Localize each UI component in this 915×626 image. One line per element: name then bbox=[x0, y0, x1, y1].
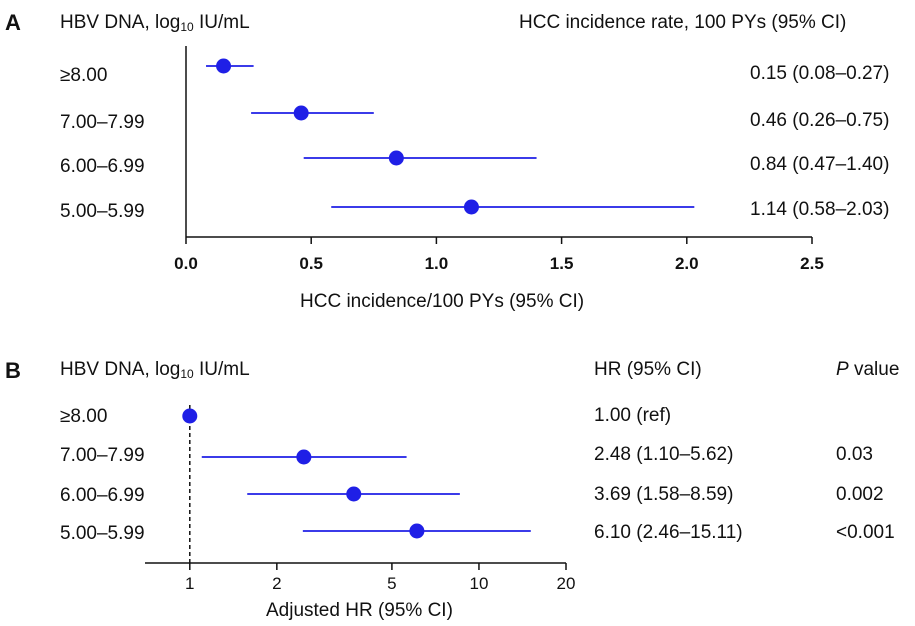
panel-b-label: B bbox=[5, 358, 21, 383]
panel-b-row-label: 7.00–7.99 bbox=[60, 445, 145, 466]
panel-b-value-label: 3.69 (1.58–8.59) bbox=[594, 484, 734, 505]
panel-b-x-tick-label: 5 bbox=[387, 574, 396, 593]
panel-b-x-tick-label: 1 bbox=[185, 574, 194, 593]
panel-b-value-label: 6.10 (2.46–15.11) bbox=[594, 522, 743, 543]
panel-b-point bbox=[346, 486, 362, 502]
panel-b-p-value: 0.03 bbox=[836, 444, 873, 465]
panel-b-point bbox=[409, 523, 425, 539]
panel-b-p-value: 0.002 bbox=[836, 484, 884, 505]
panel-a-row-label: 6.00–6.99 bbox=[60, 156, 145, 177]
panel-a-point bbox=[293, 105, 309, 121]
panel-a-point bbox=[388, 150, 404, 166]
panel-b-x-tick-label: 20 bbox=[557, 574, 576, 593]
panel-a-x-tick-label: 0.0 bbox=[174, 254, 198, 273]
panel-a-left-header: HBV DNA, log10 IU/mL bbox=[60, 12, 250, 34]
panel-b-left-header: HBV DNA, log10 IU/mL bbox=[60, 359, 250, 381]
panel-b-x-axis-title: Adjusted HR (95% CI) bbox=[266, 600, 453, 621]
panel-a-point bbox=[463, 199, 479, 215]
panel-b-p-header: P value bbox=[836, 359, 900, 380]
panel-a-x-tick-label: 2.0 bbox=[675, 254, 699, 273]
panel-a-value-label: 0.46 (0.26–0.75) bbox=[750, 110, 890, 131]
panel-b-value-label: 1.00 (ref) bbox=[594, 405, 672, 426]
panel-a-point bbox=[216, 58, 232, 74]
panel-a-x-tick-label: 2.5 bbox=[800, 254, 824, 273]
panel-a-x-tick-label: 1.5 bbox=[550, 254, 574, 273]
panel-a-row-label: 5.00–5.99 bbox=[60, 201, 145, 222]
panel-a-label: A bbox=[5, 10, 21, 35]
panel-a-row-label: 7.00–7.99 bbox=[60, 112, 145, 133]
panel-a-value-label: 0.15 (0.08–0.27) bbox=[750, 63, 890, 84]
panel-b-row-label: ≥8.00 bbox=[60, 406, 108, 427]
panel-b-p-value: <0.001 bbox=[836, 522, 895, 543]
panel-a-x-axis-title: HCC incidence/100 PYs (95% CI) bbox=[300, 291, 585, 312]
panel-b-hr-header: HR (95% CI) bbox=[594, 359, 702, 380]
panel-a-value-label: 1.14 (0.58–2.03) bbox=[750, 199, 890, 220]
panel-b-point bbox=[296, 449, 312, 465]
panel-a-row-label: ≥8.00 bbox=[60, 65, 108, 86]
panel-b-row-label: 5.00–5.99 bbox=[60, 523, 145, 544]
panel-a-right-header: HCC incidence rate, 100 PYs (95% CI) bbox=[519, 12, 847, 33]
panel-a-value-label: 0.84 (0.47–1.40) bbox=[750, 154, 890, 175]
panel-a-x-tick-label: 1.0 bbox=[425, 254, 449, 273]
panel-b-row-label: 6.00–6.99 bbox=[60, 485, 145, 506]
panel-b-x-tick-label: 10 bbox=[469, 574, 488, 593]
panel-b-value-label: 2.48 (1.10–5.62) bbox=[594, 444, 734, 465]
panel-b-point bbox=[182, 408, 198, 424]
panel-a-x-tick-label: 0.5 bbox=[299, 254, 323, 273]
panel-b-x-tick-label: 2 bbox=[272, 574, 281, 593]
